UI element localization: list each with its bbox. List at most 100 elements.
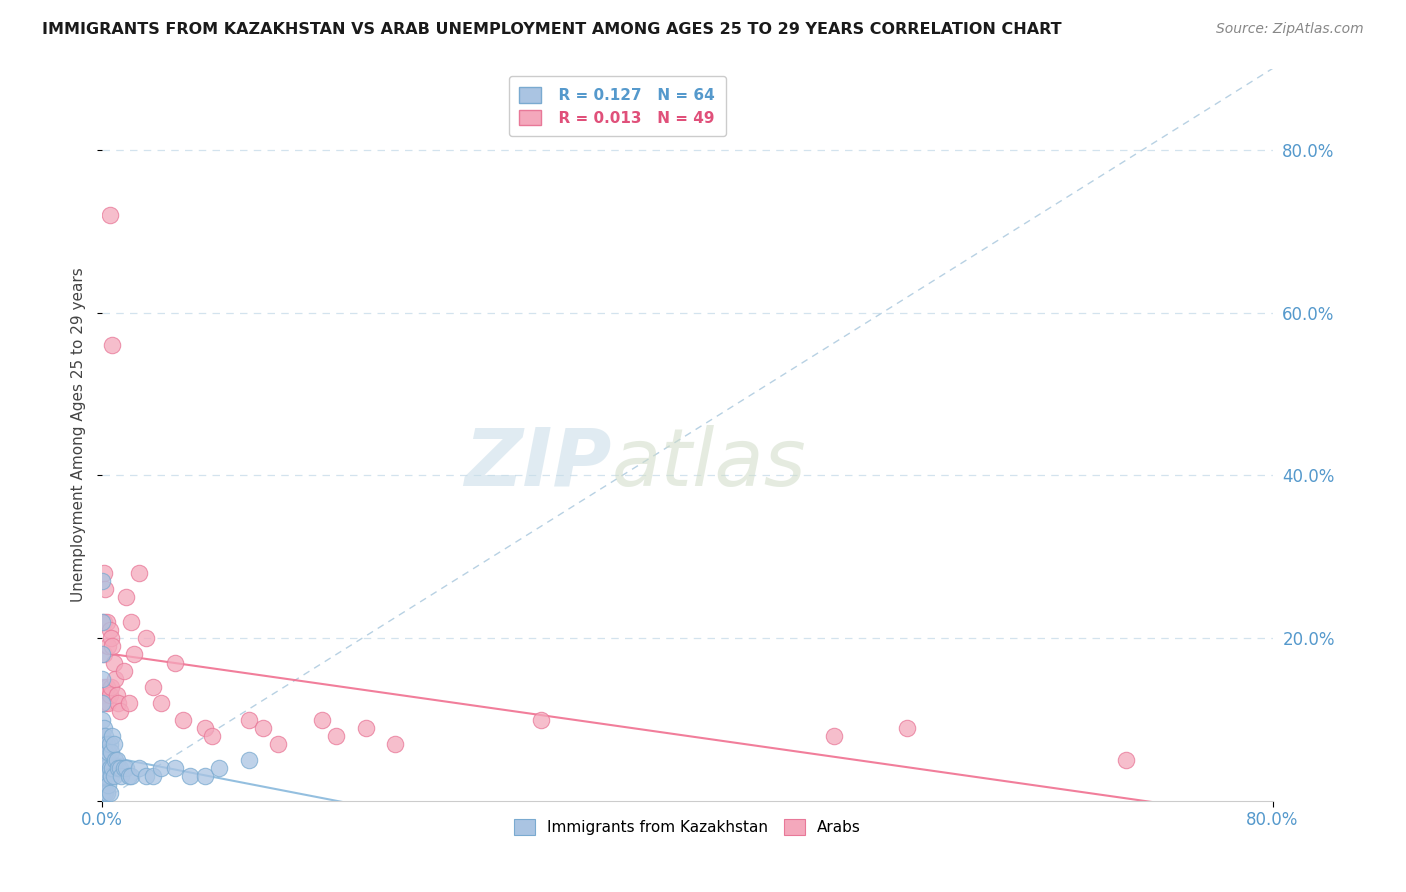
Point xyxy=(93,680,115,694)
Point xyxy=(97,745,120,759)
Point xyxy=(91,688,114,702)
Point xyxy=(108,761,131,775)
Point xyxy=(91,769,114,783)
Point xyxy=(172,713,194,727)
Point xyxy=(179,769,201,783)
Point xyxy=(91,778,114,792)
Point xyxy=(98,688,121,702)
Point xyxy=(105,753,128,767)
Point xyxy=(121,615,143,629)
Point xyxy=(1115,753,1137,767)
Point xyxy=(194,721,217,735)
Point xyxy=(91,786,114,800)
Legend: Immigrants from Kazakhstan, Arabs: Immigrants from Kazakhstan, Arabs xyxy=(505,810,870,845)
Point xyxy=(311,713,333,727)
Point xyxy=(98,623,121,637)
Point xyxy=(165,761,187,775)
Point xyxy=(91,786,114,800)
Point xyxy=(94,696,117,710)
Y-axis label: Unemployment Among Ages 25 to 29 years: Unemployment Among Ages 25 to 29 years xyxy=(72,268,86,602)
Point xyxy=(114,761,136,775)
Point xyxy=(101,761,124,775)
Text: atlas: atlas xyxy=(612,425,806,503)
Point xyxy=(101,338,124,352)
Point xyxy=(104,672,127,686)
Point xyxy=(93,648,115,662)
Point xyxy=(252,721,274,735)
Point xyxy=(97,640,120,654)
Point xyxy=(94,786,117,800)
Point xyxy=(96,753,118,767)
Point xyxy=(238,753,260,767)
Point xyxy=(142,769,165,783)
Point xyxy=(149,696,172,710)
Point xyxy=(91,672,114,686)
Point xyxy=(135,631,157,645)
Point xyxy=(823,729,845,743)
Point xyxy=(91,615,114,629)
Text: Source: ZipAtlas.com: Source: ZipAtlas.com xyxy=(1216,22,1364,37)
Point xyxy=(117,696,139,710)
Point xyxy=(94,745,117,759)
Point xyxy=(104,753,127,767)
Point xyxy=(97,778,120,792)
Point xyxy=(91,753,114,767)
Point xyxy=(530,713,553,727)
Point xyxy=(238,713,260,727)
Point xyxy=(96,737,118,751)
Point xyxy=(93,615,115,629)
Point xyxy=(103,769,125,783)
Point xyxy=(91,696,114,710)
Point xyxy=(100,631,122,645)
Point xyxy=(93,778,115,792)
Point xyxy=(384,737,406,751)
Text: IMMIGRANTS FROM KAZAKHSTAN VS ARAB UNEMPLOYMENT AMONG AGES 25 TO 29 YEARS CORREL: IMMIGRANTS FROM KAZAKHSTAN VS ARAB UNEMP… xyxy=(42,22,1062,37)
Point xyxy=(108,704,131,718)
Point xyxy=(93,737,115,751)
Point xyxy=(103,737,125,751)
Point xyxy=(96,786,118,800)
Point xyxy=(96,615,118,629)
Point xyxy=(107,761,129,775)
Point xyxy=(91,713,114,727)
Point xyxy=(91,648,114,662)
Point xyxy=(93,753,115,767)
Point xyxy=(97,696,120,710)
Point xyxy=(101,640,124,654)
Point xyxy=(325,729,347,743)
Point xyxy=(128,566,150,580)
Point xyxy=(91,789,114,804)
Point xyxy=(112,761,135,775)
Point xyxy=(91,778,114,792)
Point xyxy=(135,769,157,783)
Point xyxy=(94,729,117,743)
Point xyxy=(117,769,139,783)
Point xyxy=(124,648,146,662)
Point xyxy=(98,208,121,222)
Point xyxy=(93,761,115,775)
Point xyxy=(149,761,172,775)
Point xyxy=(91,786,114,800)
Point xyxy=(105,688,128,702)
Point xyxy=(94,761,117,775)
Point xyxy=(91,761,114,775)
Point xyxy=(194,769,217,783)
Point xyxy=(98,786,121,800)
Point xyxy=(208,761,231,775)
Point xyxy=(110,769,132,783)
Point xyxy=(91,789,114,804)
Point xyxy=(91,729,114,743)
Point xyxy=(91,574,114,589)
Point xyxy=(96,680,118,694)
Point xyxy=(128,761,150,775)
Point xyxy=(91,753,114,767)
Point xyxy=(201,729,224,743)
Point xyxy=(94,769,117,783)
Point xyxy=(165,656,187,670)
Text: ZIP: ZIP xyxy=(464,425,612,503)
Point xyxy=(267,737,290,751)
Point xyxy=(91,737,114,751)
Point xyxy=(98,761,121,775)
Point xyxy=(93,566,115,580)
Point xyxy=(107,696,129,710)
